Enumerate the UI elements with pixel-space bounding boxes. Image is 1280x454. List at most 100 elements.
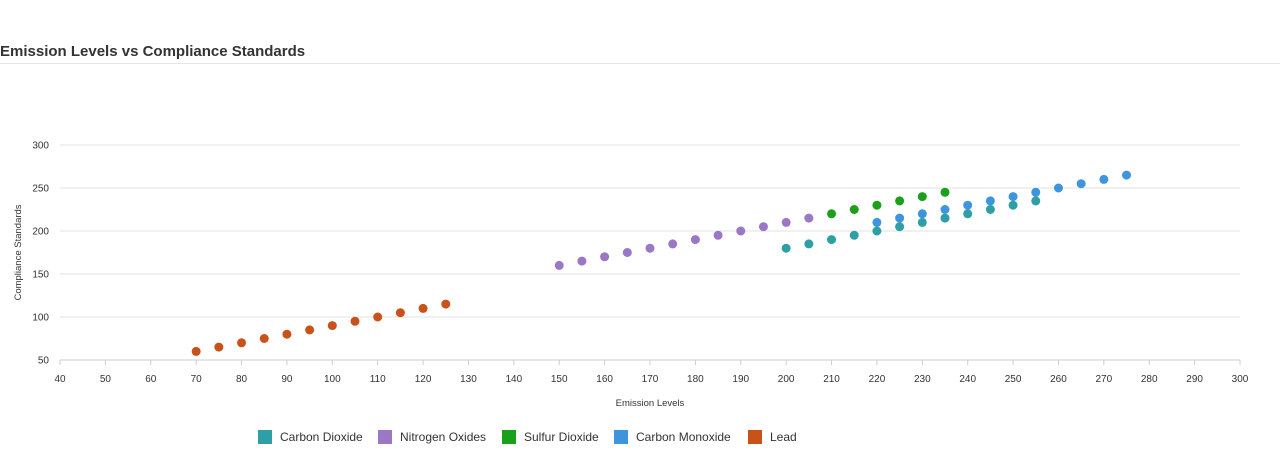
page-title: Emission Levels vs Compliance Standards xyxy=(0,43,306,60)
data-point[interactable] xyxy=(827,235,837,245)
data-point[interactable] xyxy=(872,217,882,227)
data-point[interactable] xyxy=(350,316,360,326)
data-point[interactable] xyxy=(1099,174,1109,184)
data-point[interactable] xyxy=(940,187,950,197)
x-tick-label: 140 xyxy=(506,374,523,385)
x-tick-label: 150 xyxy=(551,374,568,385)
data-point[interactable] xyxy=(940,205,950,214)
legend-label: Carbon Dioxide xyxy=(280,430,363,444)
x-tick-label: 250 xyxy=(1005,374,1022,385)
legend-item[interactable]: Carbon Monoxide xyxy=(614,430,731,444)
data-point[interactable] xyxy=(895,196,905,206)
data-point[interactable] xyxy=(1031,187,1041,197)
data-point[interactable] xyxy=(758,222,768,232)
data-point[interactable] xyxy=(827,209,837,219)
legend-label: Nitrogen Oxides xyxy=(400,430,487,444)
data-point[interactable] xyxy=(237,338,247,348)
data-point[interactable] xyxy=(804,213,814,223)
y-tick-label: 200 xyxy=(32,227,49,238)
data-point[interactable] xyxy=(917,192,927,202)
x-tick-label: 180 xyxy=(687,374,704,385)
data-point[interactable] xyxy=(441,299,451,309)
x-tick-label: 110 xyxy=(370,374,386,385)
data-point[interactable] xyxy=(418,303,428,313)
data-point[interactable] xyxy=(849,205,859,214)
x-tick-label: 40 xyxy=(54,374,66,385)
data-point[interactable] xyxy=(1053,183,1063,193)
x-tick-label: 280 xyxy=(1141,374,1158,385)
data-point[interactable] xyxy=(804,239,814,249)
data-point[interactable] xyxy=(1008,192,1018,202)
y-axis-ticks: 50 100 150 200 250 300 xyxy=(32,141,49,367)
x-tick-label: 200 xyxy=(778,374,795,385)
data-point[interactable] xyxy=(327,321,337,331)
data-point[interactable] xyxy=(895,222,905,232)
x-tick-label: 220 xyxy=(869,374,886,385)
legend-label: Sulfur Dioxide xyxy=(524,430,599,444)
data-point[interactable] xyxy=(713,230,723,240)
data-point[interactable] xyxy=(872,200,882,210)
data-point[interactable] xyxy=(690,235,700,245)
y-tick-label: 300 xyxy=(32,141,49,152)
x-tick-label: 190 xyxy=(732,374,749,385)
legend-label: Carbon Monoxide xyxy=(636,430,731,444)
data-point[interactable] xyxy=(645,243,655,253)
legend-swatch xyxy=(378,430,392,444)
x-tick-label: 170 xyxy=(642,374,659,385)
data-point[interactable] xyxy=(554,260,564,270)
data-point[interactable] xyxy=(1008,200,1018,210)
y-tick-label: 150 xyxy=(32,270,49,281)
data-point[interactable] xyxy=(917,217,927,227)
x-tick-label: 100 xyxy=(324,374,341,385)
x-tick-label: 290 xyxy=(1186,374,1203,385)
x-tick-label: 270 xyxy=(1096,374,1113,385)
data-point[interactable] xyxy=(895,213,905,223)
data-point[interactable] xyxy=(191,346,201,356)
legend-swatch xyxy=(614,430,628,444)
data-point[interactable] xyxy=(373,312,383,322)
data-point[interactable] xyxy=(985,205,995,214)
data-point[interactable] xyxy=(305,325,315,335)
x-tick-label: 300 xyxy=(1232,374,1249,385)
data-point[interactable] xyxy=(214,342,224,352)
data-point[interactable] xyxy=(622,248,632,257)
data-point[interactable] xyxy=(849,230,859,240)
x-axis-ticks: 40 50 60 70 80 90 100 110 120 130 140 150 160 170 180 1… xyxy=(54,360,1249,385)
data-point[interactable] xyxy=(736,226,746,236)
scatter-chart: 40 50 60 70 80 90 100 110 120 130 140 150 160 170 180 1… xyxy=(13,141,1249,410)
data-point[interactable] xyxy=(1122,170,1132,180)
data-point[interactable] xyxy=(781,217,791,227)
x-tick-label: 240 xyxy=(959,374,976,385)
x-tick-label: 90 xyxy=(281,374,293,385)
title-divider xyxy=(0,63,1280,64)
x-tick-label: 260 xyxy=(1050,374,1067,385)
data-point[interactable] xyxy=(985,196,995,206)
y-axis-title: Compliance Standards xyxy=(13,204,24,300)
data-point[interactable] xyxy=(963,209,973,219)
data-point[interactable] xyxy=(600,252,610,262)
data-point[interactable] xyxy=(917,209,927,219)
legend-item[interactable]: Nitrogen Oxides xyxy=(378,430,486,444)
legend-label: Lead xyxy=(770,430,797,444)
data-point[interactable] xyxy=(259,334,269,343)
x-tick-label: 50 xyxy=(100,374,112,385)
data-point[interactable] xyxy=(395,308,405,318)
data-point[interactable] xyxy=(668,239,678,249)
legend-swatch xyxy=(258,430,272,444)
x-tick-label: 60 xyxy=(145,374,157,385)
x-tick-label: 160 xyxy=(596,374,613,385)
legend-item[interactable]: Sulfur Dioxide xyxy=(502,430,599,444)
x-tick-label: 210 xyxy=(823,374,840,385)
data-point[interactable] xyxy=(577,256,587,266)
legend-item[interactable]: Carbon Dioxide xyxy=(258,430,363,444)
data-point[interactable] xyxy=(963,200,973,210)
x-axis-title: Emission Levels xyxy=(616,398,685,409)
data-point[interactable] xyxy=(1031,196,1041,206)
x-tick-label: 80 xyxy=(236,374,248,385)
legend-item[interactable]: Lead xyxy=(748,430,797,444)
data-point[interactable] xyxy=(872,226,882,236)
data-point[interactable] xyxy=(781,243,791,253)
data-point[interactable] xyxy=(940,213,950,223)
data-point[interactable] xyxy=(1076,179,1086,189)
data-point[interactable] xyxy=(282,329,292,339)
